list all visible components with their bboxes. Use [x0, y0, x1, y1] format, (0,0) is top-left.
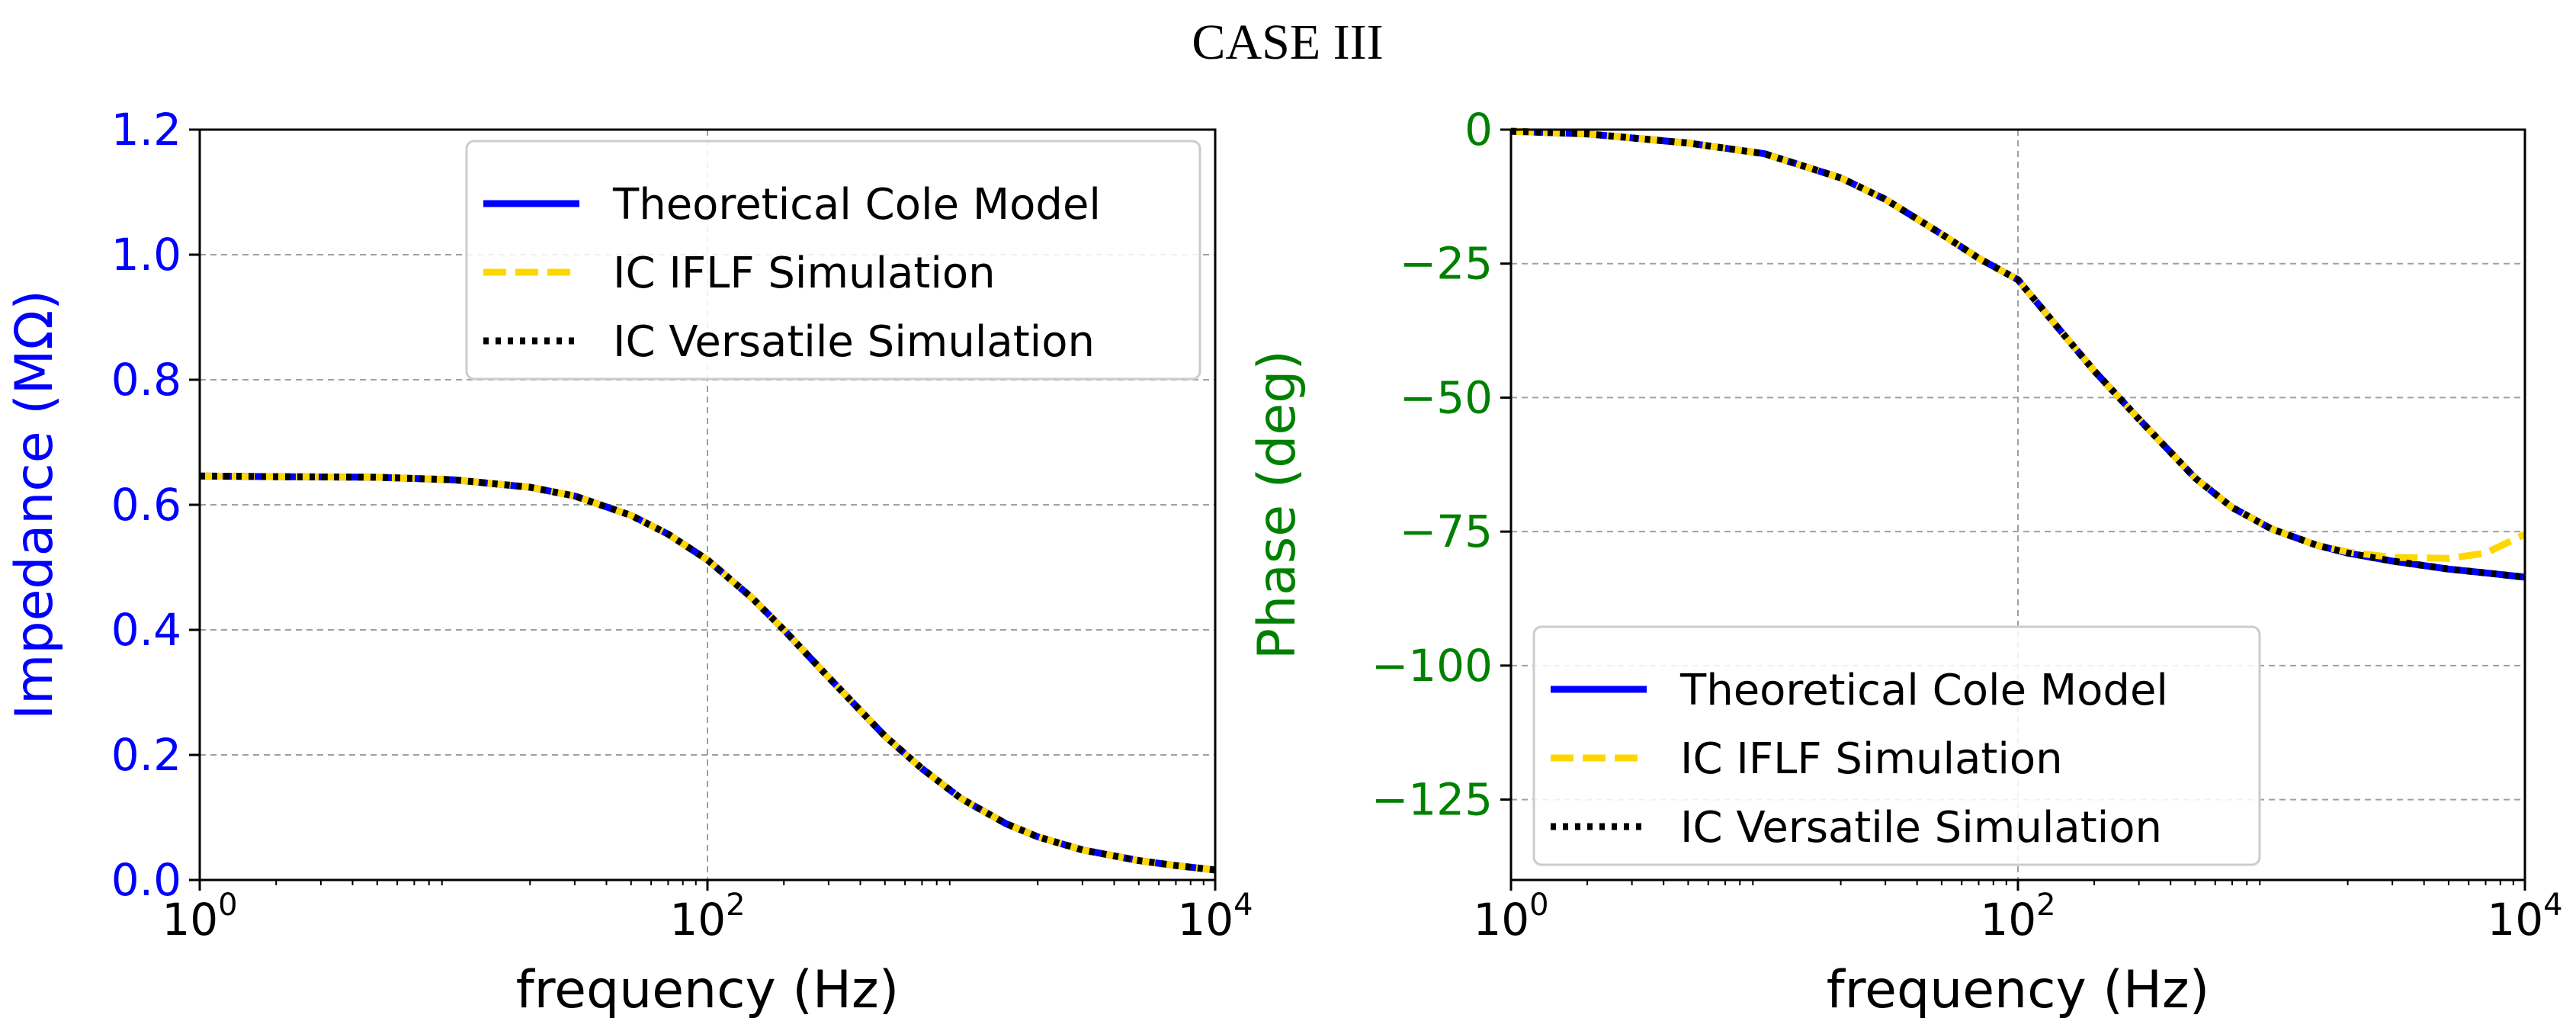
y-tick-label: 0.2 [111, 729, 181, 781]
series-line-3 [199, 472, 1216, 874]
legend-label-1: Theoretical Cole Model [1679, 666, 2168, 715]
y-tick-label: 1.0 [111, 229, 181, 281]
y-tick-label: 0.4 [111, 604, 181, 656]
y-tick-label: 0 [1464, 104, 1493, 156]
legend-box [1532, 625, 2261, 866]
y-axis-label: Impedance (MΩ) [5, 290, 65, 720]
x-tick-label: 102 [1980, 888, 2055, 946]
figure-title: CASE III [1192, 14, 1383, 70]
y-tick-label: −125 [1371, 774, 1493, 826]
y-tick-label: 0.6 [111, 479, 181, 531]
x-tick-label: 100 [162, 888, 237, 946]
impedance-chart: 100 102 104 0.0 0.2 0.4 0.6 0.8 1.0 1.2 frequency … [5, 104, 1253, 1020]
x-axis-label: frequency (Hz) [516, 960, 900, 1020]
series-line-3 [1510, 127, 2526, 581]
legend-label-2: IC IFLF Simulation [613, 249, 996, 298]
y-tick-label: −75 [1400, 506, 1493, 557]
x-tick-label: 102 [669, 888, 745, 946]
series-line-2 [1510, 127, 2526, 562]
legend-label-2: IC IFLF Simulation [1680, 734, 2063, 784]
x-tick-label: 104 [1177, 888, 1253, 946]
y-tick-label: 0.8 [111, 354, 181, 406]
y-tick-label: −100 [1371, 640, 1493, 692]
y-tick-label: 1.2 [111, 104, 181, 156]
x-axis-label: frequency (Hz) [1827, 960, 2210, 1020]
x-tick-label: 104 [2487, 888, 2562, 946]
legend-label-3: IC Versatile Simulation [613, 317, 1095, 367]
y-axis-label: Phase (deg) [1247, 350, 1307, 660]
legend-label-1: Theoretical Cole Model [612, 180, 1101, 230]
y-tick-label: 0.0 [111, 854, 181, 906]
series-line-1 [199, 472, 1216, 874]
y-tick-label: −25 [1400, 238, 1493, 290]
legend-box [465, 140, 1201, 381]
y-tick-label: −50 [1400, 371, 1493, 423]
x-tick-label: 100 [1473, 888, 1548, 946]
phase-chart: 100 102 104 0 −25 −50 −75 −100 −125 frequency (Hz… [1247, 104, 2563, 1020]
legend-label-3: IC Versatile Simulation [1680, 803, 2162, 853]
series-line-2 [199, 472, 1216, 874]
